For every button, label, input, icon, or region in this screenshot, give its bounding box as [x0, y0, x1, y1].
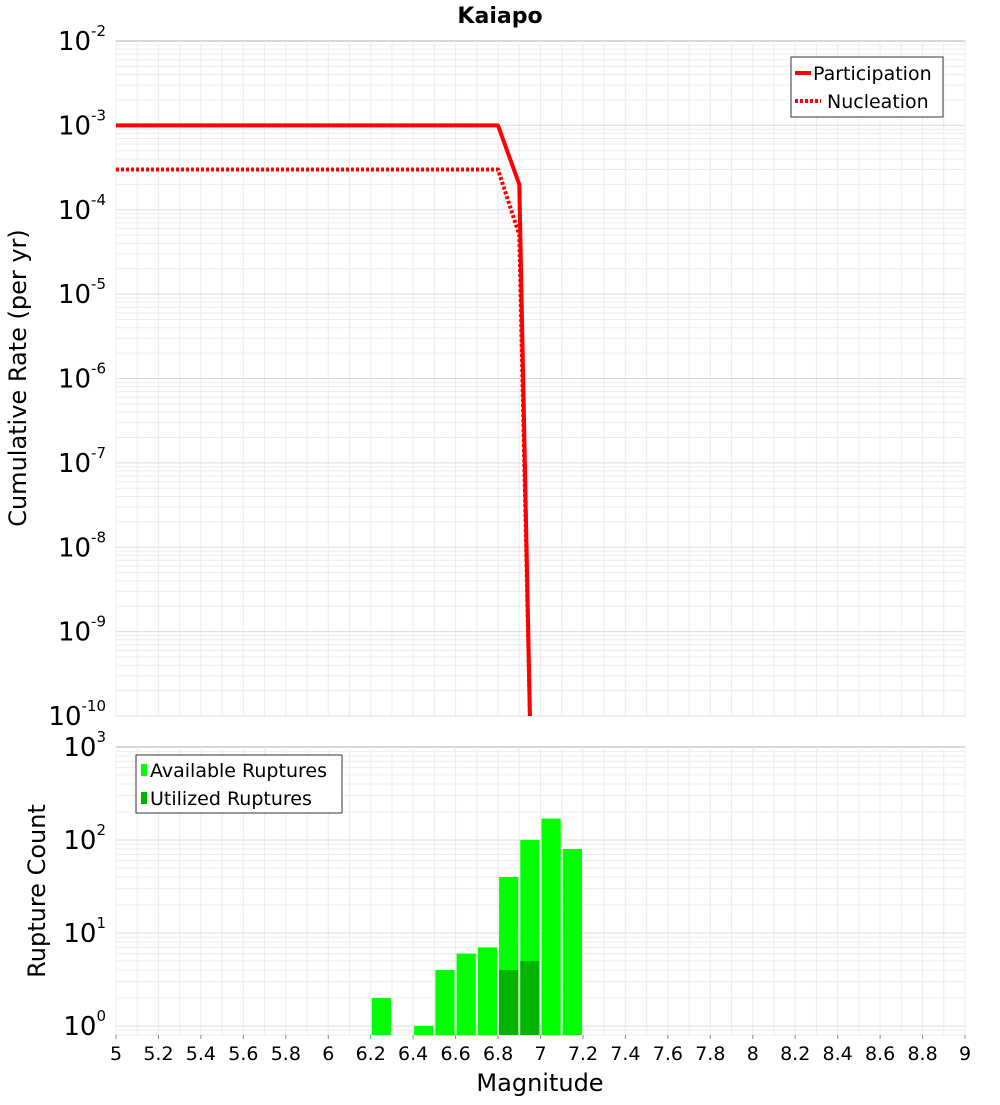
rate-y-tick-label: 10-6 — [58, 360, 106, 395]
x-tick-label: 5.2 — [143, 1043, 173, 1065]
x-tick-label: 8.2 — [780, 1043, 810, 1065]
count-y-ticks: 103 102 101 100 — [63, 728, 106, 1042]
x-tick-label: 8.6 — [865, 1043, 895, 1065]
x-tick-label: 8.4 — [823, 1043, 853, 1065]
x-tick-label: 5 — [110, 1043, 122, 1065]
x-tick-label: 6.6 — [440, 1043, 470, 1065]
rate-y-tick-label: 10-9 — [58, 613, 106, 648]
rate-grid — [115, 41, 966, 717]
available-ruptures-bar — [414, 1025, 434, 1035]
nucleation-line — [116, 167, 532, 717]
rate-panel: 10-2 10-3 10-4 10-5 10-6 10-7 10-8 10-9 10-10 Cu… — [4, 22, 966, 732]
x-tick-label: 5.8 — [271, 1043, 301, 1065]
utilized-ruptures-bar — [499, 969, 519, 1035]
rate-y-tick-label: 10-5 — [58, 275, 106, 310]
count-y-tick-label: 103 — [63, 728, 106, 763]
chart-title: Kaiapo — [457, 4, 542, 29]
available-ruptures-bar — [371, 997, 391, 1035]
utilized-ruptures-bar — [520, 960, 540, 1035]
count-bars — [371, 818, 582, 1035]
rate-y-tick-label: 10-4 — [58, 191, 106, 226]
legend-participation-label: Participation — [813, 63, 932, 85]
rate-lines — [116, 123, 532, 717]
rate-y-tick-label: 10-3 — [58, 106, 106, 141]
x-tick-label: 5.6 — [228, 1043, 258, 1065]
rate-y-tick-label: 10-10 — [48, 697, 106, 732]
legend-available-swatch — [141, 764, 147, 776]
rate-y-ticks: 10-2 10-3 10-4 10-5 10-6 10-7 10-8 10-9 10-10 — [48, 22, 106, 732]
available-ruptures-bar — [456, 953, 476, 1035]
legend-utilized-swatch — [141, 792, 147, 804]
legend-available-label: Available Ruptures — [150, 760, 327, 782]
rate-y-tick-label: 10-8 — [58, 528, 106, 563]
x-tick-label: 7.6 — [653, 1043, 683, 1065]
count-panel: 103 102 101 100 5 5.2 5.4 5.6 5.8 6 6.2 6.4 6.6 6.8 7… — [23, 728, 971, 1097]
rate-legend: Participation Nucleation — [790, 56, 944, 118]
available-ruptures-bar — [435, 969, 455, 1035]
count-y-tick-label: 100 — [63, 1007, 106, 1042]
x-tick-label: 8.8 — [907, 1043, 937, 1065]
x-tick-label: 6.4 — [398, 1043, 428, 1065]
x-tick-label: 6 — [322, 1043, 334, 1065]
x-tick-label: 7.4 — [610, 1043, 640, 1065]
rate-legend-box — [790, 56, 944, 118]
count-y-tick-label: 102 — [63, 821, 106, 856]
x-tick-label: 6.8 — [483, 1043, 513, 1065]
available-ruptures-bar — [562, 849, 582, 1035]
count-x-ticks: 5 5.2 5.4 5.6 5.8 6 6.2 6.4 6.6 6.8 7 7.2 7.4 7.6 7.8 8… — [110, 1035, 971, 1065]
x-axis-label: Magnitude — [476, 1069, 603, 1097]
x-tick-label: 5.4 — [186, 1043, 216, 1065]
x-tick-label: 7.2 — [568, 1043, 598, 1065]
count-legend: Available Ruptures Utilized Ruptures — [135, 754, 343, 814]
x-tick-label: 8 — [747, 1043, 759, 1065]
count-legend-box — [135, 754, 343, 814]
x-tick-label: 6.2 — [356, 1043, 386, 1065]
x-tick-label: 7 — [534, 1043, 546, 1065]
count-y-axis-label: Rupture Count — [23, 804, 51, 978]
count-y-tick-label: 101 — [63, 914, 106, 949]
rate-y-tick-label: 10-2 — [58, 22, 106, 57]
legend-utilized-label: Utilized Ruptures — [150, 788, 312, 810]
x-tick-label: 7.8 — [695, 1043, 725, 1065]
available-ruptures-bar — [477, 947, 498, 1035]
available-ruptures-bar — [541, 818, 561, 1035]
x-tick-label: 9 — [959, 1043, 971, 1065]
rate-y-axis-label: Cumulative Rate (per yr) — [4, 229, 32, 527]
rate-y-tick-label: 10-7 — [58, 444, 106, 479]
legend-nucleation-label: Nucleation — [827, 91, 929, 113]
